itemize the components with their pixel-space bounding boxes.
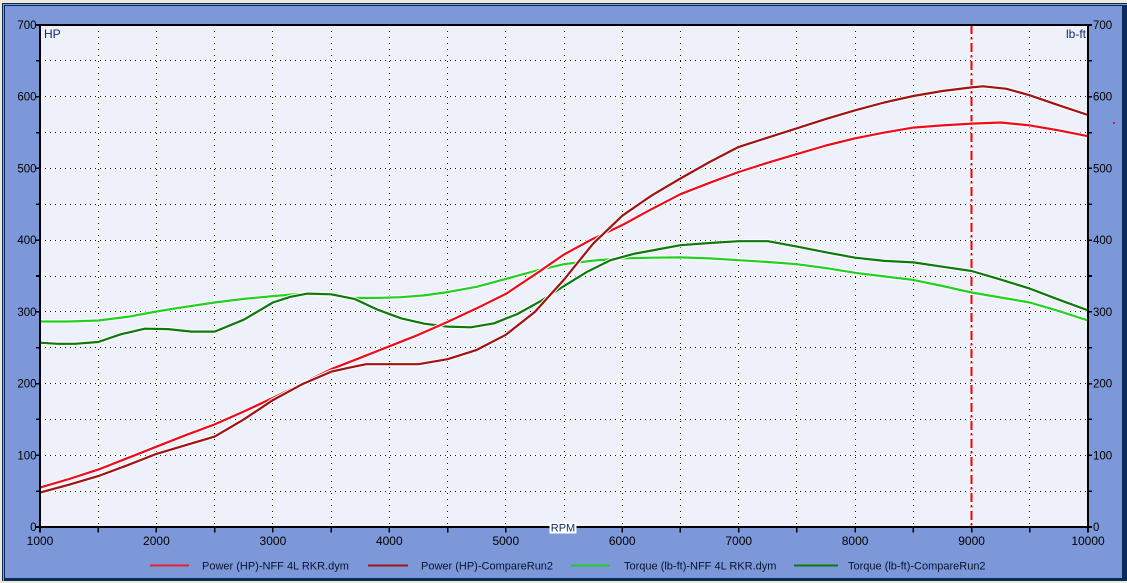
svg-text:200: 200 xyxy=(1093,379,1112,391)
svg-text:Torque (lb-ft)-NFF 4L RKR.dym: Torque (lb-ft)-NFF 4L RKR.dym xyxy=(624,561,776,573)
svg-text:600: 600 xyxy=(1093,92,1112,104)
svg-text:300: 300 xyxy=(17,307,36,319)
svg-text:500: 500 xyxy=(17,163,36,175)
svg-text:1000: 1000 xyxy=(27,534,54,548)
svg-text:700: 700 xyxy=(17,20,36,32)
svg-text:6000: 6000 xyxy=(609,534,636,548)
svg-text:HP: HP xyxy=(44,27,61,41)
svg-text:500: 500 xyxy=(1093,163,1112,175)
svg-text:Torque (lb-ft)-CompareRun2: Torque (lb-ft)-CompareRun2 xyxy=(848,561,986,573)
svg-text:300: 300 xyxy=(1093,307,1112,319)
svg-text:9000: 9000 xyxy=(958,534,985,548)
svg-text:lb-ft: lb-ft xyxy=(1066,27,1087,41)
svg-text:200: 200 xyxy=(17,379,36,391)
svg-text:400: 400 xyxy=(17,235,36,247)
svg-text:100: 100 xyxy=(17,450,36,462)
svg-text:3000: 3000 xyxy=(260,534,287,548)
svg-text:100: 100 xyxy=(1093,450,1112,462)
svg-text:0: 0 xyxy=(30,522,36,534)
svg-text:2000: 2000 xyxy=(143,534,170,548)
svg-text:Power (HP)-NFF 4L RKR.dym: Power (HP)-NFF 4L RKR.dym xyxy=(202,561,349,573)
svg-text:RPM: RPM xyxy=(551,523,575,535)
svg-text:8000: 8000 xyxy=(842,534,869,548)
svg-text:5000: 5000 xyxy=(492,534,519,548)
svg-text:700: 700 xyxy=(1093,20,1112,32)
svg-text:4000: 4000 xyxy=(376,534,403,548)
svg-text:10000: 10000 xyxy=(1071,534,1105,548)
svg-text:7000: 7000 xyxy=(725,534,752,548)
svg-text:Power (HP)-CompareRun2: Power (HP)-CompareRun2 xyxy=(421,561,553,573)
svg-text:0: 0 xyxy=(1093,522,1099,534)
svg-text:400: 400 xyxy=(1093,235,1112,247)
svg-text:600: 600 xyxy=(17,92,36,104)
